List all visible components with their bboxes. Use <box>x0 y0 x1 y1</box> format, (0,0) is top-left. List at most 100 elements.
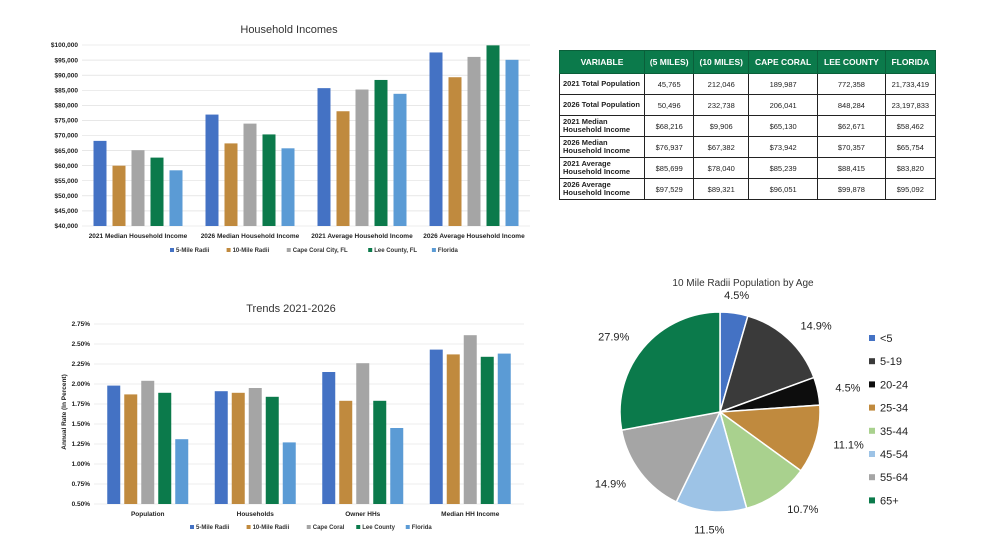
bar <box>429 52 443 227</box>
legend-swatch <box>306 525 311 529</box>
table-cell: 2021 Average Household Income <box>559 157 645 179</box>
bar <box>107 385 121 504</box>
y-tick-label: $90,000 <box>55 72 79 79</box>
household-incomes-chart: Household Incomes $40,000 $45,000 $50,000 $… <box>0 0 540 265</box>
legend-label: <5 <box>880 333 893 345</box>
y-tick-label: $95,000 <box>55 57 79 64</box>
table-header-cell: VARIABLE <box>559 50 645 74</box>
x-tick-label: 2026 Average Household Income <box>423 233 525 240</box>
legend-swatch <box>869 358 875 365</box>
table-cell: 2026 Median Household Income <box>559 136 645 158</box>
legend-swatch <box>286 248 291 252</box>
legend-label: Cape Coral City, FL <box>293 248 348 254</box>
y-tick-label: $50,000 <box>55 193 79 200</box>
y-tick-label: $100,000 <box>51 42 78 49</box>
legend-label: 35-44 <box>880 426 908 438</box>
chart-title: Trends 2021-2026 <box>246 303 336 315</box>
trends-svg: Trends 2021-2026 Annual Rate (In Percent… <box>61 303 524 531</box>
bar <box>446 354 460 504</box>
table-cell: 206,041 <box>748 94 819 116</box>
table-cell: $65,754 <box>884 136 937 158</box>
bar <box>355 89 369 226</box>
table-cell: $73,942 <box>748 136 819 158</box>
table-cell: $96,051 <box>748 178 819 200</box>
y-tick-label: 1.75% <box>72 401 91 408</box>
pie-data-label: 4.5% <box>724 290 749 302</box>
bar <box>124 394 138 504</box>
x-tick-label: Owner HHs <box>345 511 380 518</box>
table-row: 2021 Median Household Income $68,216 $9,… <box>559 115 937 137</box>
bar <box>322 372 336 504</box>
bar <box>214 391 228 504</box>
y-tick-label: 0.50% <box>72 501 91 508</box>
pie-slice <box>675 409 748 513</box>
legend-label: 55-64 <box>880 472 908 484</box>
legend-swatch <box>405 525 410 529</box>
legend-label: 5-19 <box>880 356 902 368</box>
y-tick-label: $80,000 <box>55 103 79 110</box>
bar <box>265 396 279 504</box>
bar <box>131 150 145 226</box>
table-cell: $99,878 <box>817 178 886 200</box>
y-tick-label: $45,000 <box>55 208 79 215</box>
table-cell: $76,937 <box>643 136 695 158</box>
table-cell: 2026 Total Population <box>559 94 645 116</box>
table-cell: 50,496 <box>643 94 695 116</box>
y-tick-label: $60,000 <box>55 163 79 170</box>
bar <box>356 363 370 504</box>
x-tick-label: Population <box>131 511 165 518</box>
pie-data-label: 27.9% <box>598 331 629 343</box>
bar <box>205 114 219 226</box>
x-tick-label: 2021 Average Household Income <box>311 233 413 240</box>
y-tick-label: 1.00% <box>72 461 91 468</box>
table-cell: $70,357 <box>817 136 886 158</box>
table-cell: $78,040 <box>693 157 750 179</box>
table-cell: $95,092 <box>884 178 937 200</box>
table-cell: $65,130 <box>748 115 819 137</box>
bar <box>248 388 262 504</box>
table-cell: 189,987 <box>748 73 819 95</box>
legend-swatch <box>170 248 174 252</box>
table-cell: 212,046 <box>693 73 750 95</box>
bar <box>175 439 189 504</box>
chart-title: 10 Mile Radii Population by Age <box>672 278 814 289</box>
legend-swatch <box>869 404 875 411</box>
y-tick-label: 2.50% <box>72 341 91 348</box>
x-tick-label: Households <box>237 511 275 518</box>
y-tick-label: 2.00% <box>72 381 91 388</box>
bar <box>262 134 276 226</box>
y-tick-label: 1.25% <box>72 441 91 448</box>
table-header-cell: FLORIDA <box>884 50 937 74</box>
table-cell: $58,462 <box>884 115 937 137</box>
legend-label: 65+ <box>880 495 899 507</box>
y-tick-label: 0.75% <box>72 481 91 488</box>
y-tick-label: $55,000 <box>55 178 79 185</box>
y-tick-label: $75,000 <box>55 118 79 125</box>
table-cell: $85,699 <box>643 157 695 179</box>
table-header-cell: (10 MILES) <box>693 50 750 74</box>
y-tick-label: $70,000 <box>55 133 79 140</box>
legend-swatch <box>246 525 251 529</box>
table-header-cell: LEE COUNTY <box>817 50 886 74</box>
bar <box>480 356 494 504</box>
pie-data-label: 14.9% <box>801 321 832 333</box>
bar <box>429 349 443 504</box>
legend-label: Lee County <box>362 525 395 531</box>
pie-data-label: 11.1% <box>833 440 864 452</box>
table-cell: $85,239 <box>748 157 819 179</box>
pie-slice <box>718 315 815 414</box>
bar <box>486 45 500 226</box>
table-cell: 772,358 <box>817 73 886 95</box>
legend-label: Cape Coral <box>313 525 345 531</box>
legend-label: 25-34 <box>880 403 908 415</box>
pie-slice <box>620 410 722 503</box>
legend-swatch <box>431 248 436 252</box>
y-tick-label: $40,000 <box>55 223 79 230</box>
y-tick-label: 1.50% <box>72 421 91 428</box>
pie-data-label: 10.7% <box>787 504 818 516</box>
table-cell: 23,197,833 <box>884 94 937 116</box>
legend-label: 45-54 <box>880 449 908 461</box>
bar <box>281 148 295 226</box>
table-cell: 21,733,419 <box>884 73 937 95</box>
pie-data-label: 4.5% <box>835 382 860 394</box>
